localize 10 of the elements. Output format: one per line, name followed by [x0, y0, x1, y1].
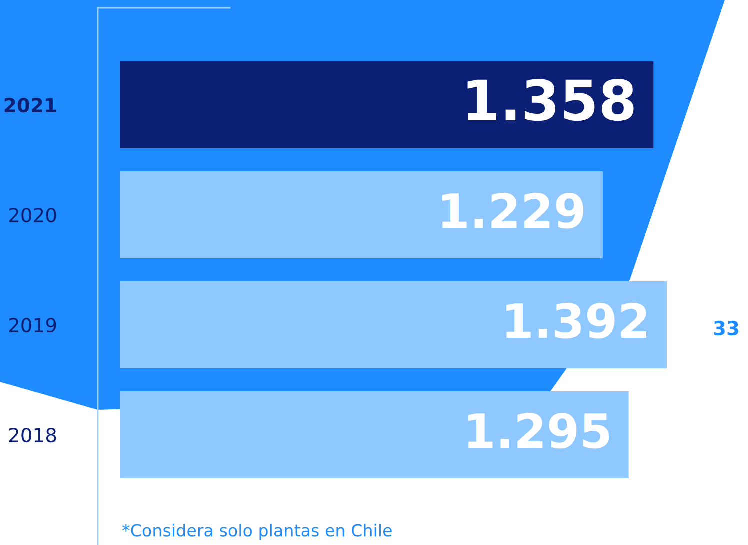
data-label: 1.358: [468, 79, 634, 122]
y-tick-label: 2018: [9, 428, 56, 443]
data-label: 1.229: [442, 192, 584, 229]
y-tick-label: 2020: [9, 208, 56, 223]
data-label: 1.392: [506, 302, 646, 339]
text: *Considera solo plantas en Chile: [122, 524, 392, 540]
y-tick-label: 2021: [4, 98, 56, 113]
text: 33: [714, 320, 738, 336]
y-tick-label: 2019: [9, 318, 56, 333]
data-label: 1.295: [468, 412, 610, 449]
